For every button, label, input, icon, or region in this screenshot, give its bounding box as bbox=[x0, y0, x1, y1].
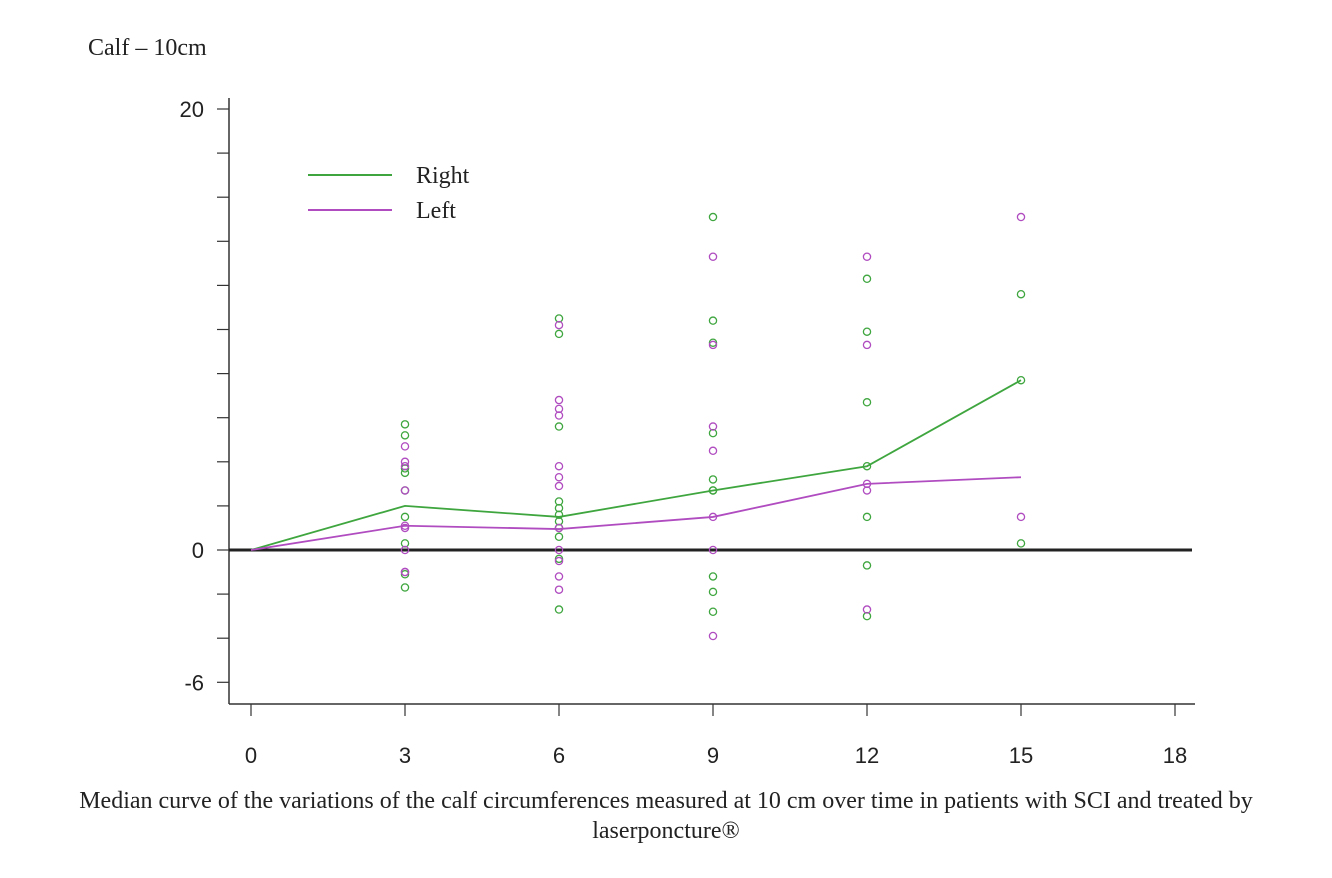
right-data-point bbox=[708, 607, 718, 616]
left-data-point bbox=[554, 585, 564, 594]
left-data-point bbox=[554, 556, 564, 566]
left-data-point bbox=[554, 411, 564, 420]
right-data-point bbox=[1016, 539, 1026, 548]
right-data-point bbox=[862, 561, 872, 570]
left-data-point bbox=[708, 545, 718, 555]
legend-label-left: Left bbox=[416, 198, 456, 224]
left-data-point bbox=[554, 523, 564, 533]
left-data-point bbox=[400, 457, 410, 467]
right-data-point bbox=[554, 605, 564, 614]
x-tick-label: 3 bbox=[399, 743, 411, 768]
left-data-point bbox=[400, 442, 410, 451]
x-tick-label: 15 bbox=[1009, 743, 1033, 768]
left-data-point bbox=[400, 461, 410, 471]
left-data-point bbox=[1016, 212, 1026, 222]
right-data-point bbox=[708, 486, 718, 495]
left-data-point bbox=[708, 512, 718, 522]
figure-caption: Median curve of the variations of the ca… bbox=[79, 788, 1253, 844]
left-data-point bbox=[400, 567, 410, 577]
left-data-point bbox=[708, 631, 718, 641]
right-data-point bbox=[554, 532, 564, 542]
x-tick-label: 9 bbox=[707, 743, 719, 768]
right-data-point bbox=[862, 512, 872, 522]
left-data-point bbox=[554, 461, 564, 471]
right-data-point bbox=[862, 461, 872, 471]
right-data-point bbox=[400, 583, 410, 592]
left-data-point bbox=[554, 572, 564, 581]
axes: 20 0 -6 0 3 6 9 12 15 18 bbox=[180, 97, 1195, 768]
right-data-point bbox=[400, 420, 410, 429]
right-data-point bbox=[708, 316, 718, 325]
left-data-point bbox=[708, 422, 718, 431]
right-data-point bbox=[554, 422, 564, 431]
right-data-point bbox=[708, 587, 718, 597]
right-data-point bbox=[1016, 375, 1026, 385]
x-tick-label: 0 bbox=[245, 743, 257, 768]
left-data-point bbox=[554, 395, 564, 405]
right-data-point bbox=[708, 212, 718, 222]
left-data-point bbox=[400, 486, 410, 495]
y-tick-label: 20 bbox=[180, 97, 204, 122]
left-data-point bbox=[554, 320, 564, 330]
right-data-point bbox=[708, 572, 718, 581]
legend-label-right: Right bbox=[416, 163, 470, 189]
left-data-point bbox=[862, 340, 872, 350]
x-tick-label: 12 bbox=[855, 743, 879, 768]
left-data-point bbox=[708, 252, 718, 261]
left-data-point bbox=[862, 252, 872, 261]
left-data-point bbox=[554, 545, 564, 555]
right-data-point bbox=[708, 475, 718, 484]
left-data-point bbox=[862, 605, 872, 614]
left-data-point bbox=[554, 481, 564, 491]
series-points bbox=[400, 212, 1026, 641]
right-data-point bbox=[862, 327, 872, 336]
left-data-point bbox=[708, 340, 718, 350]
left-data-point bbox=[400, 545, 410, 555]
x-tick-label: 6 bbox=[553, 743, 565, 768]
chart-title: Calf – 10cm bbox=[88, 35, 207, 61]
x-tick-label: 18 bbox=[1163, 743, 1187, 768]
right-median-line bbox=[250, 379, 1022, 551]
y-tick-label: 0 bbox=[192, 538, 204, 563]
right-data-point bbox=[400, 431, 410, 440]
legend: Right Left bbox=[308, 163, 470, 224]
y-tick-label: -6 bbox=[184, 670, 204, 695]
left-median-line bbox=[250, 476, 1022, 551]
left-data-point bbox=[554, 472, 564, 482]
right-data-point bbox=[554, 329, 564, 339]
right-data-point bbox=[400, 512, 410, 522]
right-data-point bbox=[862, 398, 872, 407]
left-data-point bbox=[708, 446, 718, 456]
right-data-point bbox=[1016, 289, 1026, 299]
right-data-point bbox=[862, 274, 872, 284]
left-data-point bbox=[862, 486, 872, 495]
series-lines bbox=[250, 379, 1022, 551]
left-data-point bbox=[1016, 512, 1026, 522]
left-data-point bbox=[400, 523, 410, 533]
